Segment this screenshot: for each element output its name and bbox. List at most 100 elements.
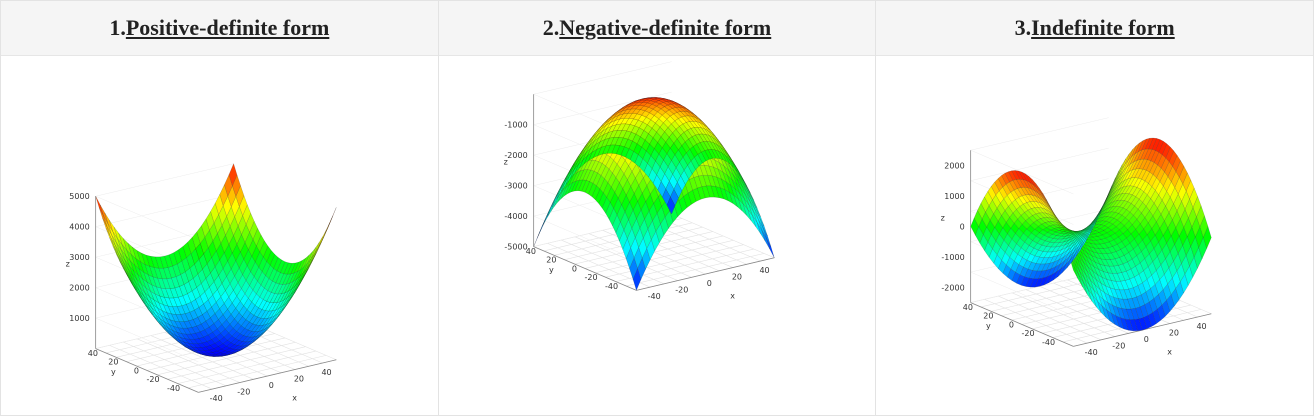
z-tick-label: 3000 [69,253,89,262]
y-tick-label: -40 [1042,338,1055,347]
x-tick-label: 40 [321,368,331,377]
wall-gridline [533,215,637,261]
x-tick-label: 20 [732,273,742,282]
z-tick-label: -4000 [504,212,527,221]
y-tick-label: 20 [984,312,994,321]
y-tick-label: 20 [108,358,118,367]
x-tick-label: 20 [1169,329,1179,338]
y-axis-label: y [111,367,116,376]
tick-labels: -40 -20 0 20 40 -40 -20 0 20 40 1000 2000 3000 4000 50… [66,192,332,403]
x-axis-line [198,359,337,393]
x-axis-label: x [1168,347,1173,356]
surface-patch [1104,185,1113,205]
surface [970,137,1212,332]
y-tick-label: -20 [584,273,597,282]
panel-negative-definite: 2.Negative-definite form -40 -20 0 20 40 -40-… [438,1,877,415]
axes [532,94,775,291]
x-tick-label: 0 [1144,335,1149,344]
plot-area: -40 -20 0 20 40 -40 -20 0 20 40 -5000 -4000 -3000 -20… [439,56,876,415]
panel-number: 3. [1014,15,1032,40]
x-tick-label: 0 [269,381,274,390]
x-tick-label: 0 [706,279,711,288]
wall-gridline [95,196,199,241]
y-axis-label: y [986,321,991,330]
panel-positive-definite: 1.Positive-definite form -40 -20 0 20 40 -40-… [1,1,439,415]
tick-labels: -40-2002040-40-2002040-5000-4000-3000-20… [503,121,769,301]
x-tick-label: -20 [237,388,250,397]
panel-title-text: Positive-definite form [125,15,330,40]
z-tick-label: 5000 [69,192,89,201]
panel-header: 2.Negative-definite form [438,1,876,56]
floor-gridline [657,217,761,262]
wall-gridline [95,163,234,197]
z-axis-label: z [941,213,945,222]
z-tick-label: 2000 [69,284,89,293]
surface-plot-negative-definite: -40-2002040-40-2002040-5000-4000-3000-20… [452,61,861,392]
x-tick-label: 40 [1197,322,1207,331]
wall-gridline [970,117,1110,151]
y-axis-label: y [549,265,554,274]
z-tick-label: -5000 [504,243,527,252]
y-tick-label: 40 [88,349,98,358]
y-tick-label: -20 [1022,329,1035,338]
x-tick-label: -40 [210,394,223,403]
axes [95,196,337,393]
z-tick-label: -2000 [942,283,965,292]
x-axis-line [635,257,775,291]
surface-patch [228,163,238,187]
surface-plot-positive-definite: -40 -20 0 20 40 -40 -20 0 20 40 1000 2000 3000 4000 50… [15,92,423,403]
panel-number: 1. [109,15,126,40]
y-axis-line [970,302,1074,347]
z-tick-label: -1000 [504,121,527,130]
panel-title-text: Negative-definite form [559,15,772,40]
y-tick-label: 40 [525,247,535,256]
z-tick-label: 1000 [69,314,89,323]
panel-header: 3.Indefinite form [876,1,1314,56]
z-tick-label: 1000 [945,192,965,201]
y-tick-label: 20 [546,256,556,265]
x-tick-label: -20 [1113,342,1126,351]
y-axis-line [533,246,637,291]
x-tick-label: -20 [675,286,688,295]
x-tick-label: 20 [294,375,304,384]
y-tick-label: 0 [134,366,139,375]
y-axis-line [95,348,199,393]
floor-gridline [671,213,775,259]
panel-title: 1.Positive-definite form [109,15,329,41]
panel-header: 1.Positive-definite form [1,1,438,56]
plot-area: -40 -20 0 20 40 -40 -20 0 20 40 -2000 -1000 0 1000 200… [876,56,1313,415]
z-tick-label: 2000 [945,161,965,170]
z-axis-label: z [66,259,70,268]
z-axis-label: z [503,157,507,166]
surface [95,163,337,357]
panel-title-text: Indefinite form [1031,15,1175,40]
surface [533,97,775,291]
z-tick-label: 0 [960,222,965,231]
panel-indefinite: 3.Indefinite form -40 -20 0 20 40 -40 -20 0 20 40… [876,1,1314,415]
plot-area: -40 -20 0 20 40 -40 -20 0 20 40 1000 2000 3000 4000 50… [1,56,438,415]
x-axis-label: x [730,291,735,300]
panel-title: 3.Indefinite form [1015,15,1175,41]
panel-title: 2.Negative-definite form [543,15,771,41]
wall-gridline [95,193,234,227]
panel-number: 2. [542,15,560,40]
x-tick-label: -40 [1085,348,1098,357]
wall-gridline [970,271,1074,317]
z-tick-label: -2000 [504,151,527,160]
y-tick-label: 40 [963,303,973,312]
z-tick-label: 4000 [69,223,89,232]
wall-gridline [533,61,672,95]
y-tick-label: 0 [572,264,577,273]
y-tick-label: -40 [605,282,618,291]
y-tick-label: -40 [167,384,180,393]
surface-patch [666,196,675,215]
z-tick-label: -3000 [504,182,527,191]
y-tick-label: -20 [146,375,159,384]
tick-labels: -40 -20 0 20 40 -40 -20 0 20 40 -2000 -1000 0 1000 200… [941,161,1207,357]
x-tick-label: -40 [647,292,660,301]
wall-gridline [95,317,199,363]
x-tick-label: 40 [759,266,769,275]
z-tick-label: -1000 [942,253,965,262]
surface-plot-indefinite: -40 -20 0 20 40 -40 -20 0 20 40 -2000 -1000 0 1000 200… [890,92,1299,392]
